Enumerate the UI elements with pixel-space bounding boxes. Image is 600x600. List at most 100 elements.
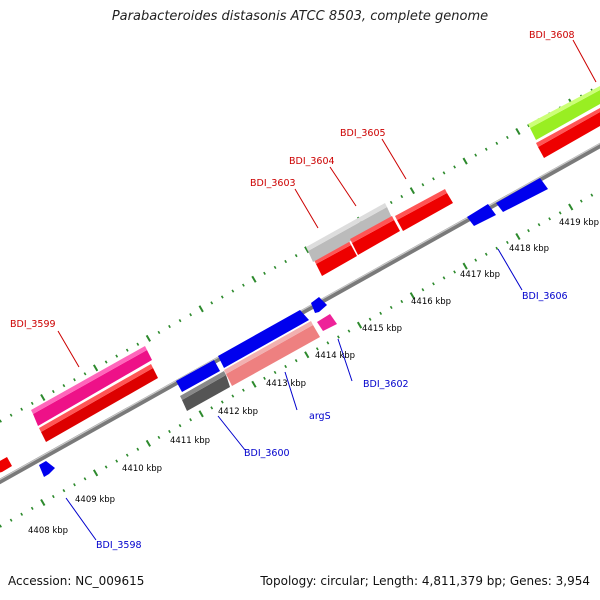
- lower-tick-track-tick: [189, 418, 193, 422]
- upper-tick-track-tick: [210, 301, 214, 305]
- lower-tick-track-tick: [51, 494, 55, 499]
- gene-arrow-blue-2[interactable]: [218, 310, 309, 368]
- lower-tick-track-tick: [421, 288, 425, 292]
- lower-tick-track-tick: [326, 341, 330, 345]
- lower-tick-track-tick: [527, 229, 530, 233]
- gene-label-bdi-3600[interactable]: BDI_3600: [244, 448, 290, 459]
- upper-tick-track-tick: [104, 360, 108, 364]
- lower-tick-track-tick: [484, 252, 488, 256]
- upper-tick-track-tick: [157, 330, 161, 335]
- upper-tick-track-tick: [263, 271, 266, 275]
- upper-tick-track-tick: [189, 313, 193, 317]
- map-title: Parabacteroides distasonis ATCC 8503, co…: [111, 9, 489, 24]
- leader-bdi-3600: [217, 415, 246, 451]
- kbp-label: 4413 kbp: [266, 379, 306, 389]
- upper-tick-track-tick: [462, 157, 468, 165]
- kbp-label: 4411 kbp: [170, 436, 210, 446]
- gene-arrow-bdi-3604-grey-top: [306, 203, 387, 251]
- gene-arrow-bdi-3603[interactable]: [316, 245, 357, 276]
- lower-tick-track-tick: [590, 193, 594, 197]
- lower-tick-track-tick: [92, 469, 99, 477]
- lower-tick-track-tick: [379, 311, 383, 315]
- leader-lines: [57, 39, 597, 541]
- gene-arrow-bdi-3608-green[interactable]: [530, 90, 600, 140]
- upper-tick-track-tick: [484, 147, 488, 151]
- gene-arrow-red-left[interactable]: [0, 457, 12, 473]
- lower-tick-track-tick: [73, 483, 76, 487]
- upper-tick-track-tick: [389, 200, 393, 205]
- upper-tick-track-tick: [73, 378, 76, 382]
- reverse-genes: [39, 178, 548, 477]
- lower-tick-track-tick: [568, 203, 574, 211]
- gene-label-bdi-3605[interactable]: BDI_3605: [340, 128, 386, 139]
- upper-tick-track-tick: [0, 419, 2, 423]
- gene-arrow-bdi-3604-top: [350, 216, 394, 243]
- upper-tick-track-tick: [30, 401, 34, 405]
- lower-tick-track-tick: [368, 317, 372, 321]
- lower-tick-track-tick: [115, 459, 119, 463]
- lower-tick-track-tick: [62, 489, 66, 493]
- lower-tick-track-tick: [315, 347, 319, 351]
- lower-tick-track-tick: [104, 465, 108, 469]
- gene-label-bdi-3603[interactable]: BDI_3603: [250, 178, 296, 189]
- gene-arrow-bdi-3606-a[interactable]: [467, 204, 496, 226]
- gene-arrow-bdi-3605[interactable]: [397, 193, 453, 231]
- forward-genes: [0, 86, 600, 473]
- gene-arrow-bdi-3604[interactable]: [352, 220, 400, 255]
- gene-label-args[interactable]: argS: [309, 411, 331, 422]
- gene-arrow-bdi-3604-grey[interactable]: [308, 207, 392, 262]
- gene-arrow-bdi-3608[interactable]: [538, 112, 600, 158]
- upper-tick-track-tick: [273, 265, 277, 270]
- lower-tick-track-tick: [548, 217, 552, 221]
- gene-label-bdi-3608[interactable]: BDI_3608: [529, 30, 575, 41]
- gene-arrow-bdi-3599[interactable]: [33, 350, 152, 426]
- gene-label-bdi-3598[interactable]: BDI_3598: [96, 540, 142, 551]
- gene-arrow-pink-small[interactable]: [317, 314, 337, 331]
- upper-tick-track-tick: [294, 254, 298, 258]
- gene-arrow-red-long[interactable]: [41, 368, 158, 442]
- upper-tick-track-tick: [453, 165, 456, 169]
- leader-bdi-3604: [329, 166, 357, 207]
- gene-arrow-argS[interactable]: [226, 325, 320, 386]
- lower-tick-track-tick: [40, 498, 46, 506]
- upper-tick-track-tick: [83, 372, 87, 376]
- upper-tick-track-tick: [421, 183, 425, 187]
- lower-tick-track-tick: [462, 262, 468, 270]
- lower-tick-track-tick: [125, 453, 129, 457]
- lower-tick-track-tick: [409, 292, 415, 300]
- gene-arrow-bdi-3606-b[interactable]: [496, 178, 548, 212]
- upper-tick-track-tick: [136, 342, 140, 346]
- upper-tick-track-tick: [220, 295, 224, 299]
- gene-label-bdi-3604[interactable]: BDI_3604: [289, 156, 335, 167]
- leader-bdi-3603: [294, 188, 319, 229]
- gene-arrow-argS-top: [224, 321, 313, 374]
- kbp-label: 4408 kbp: [28, 526, 68, 536]
- gene-label-bdi-3606[interactable]: BDI_3606: [522, 291, 568, 302]
- upper-tick-track-tick: [432, 177, 435, 181]
- kbp-label: 4410 kbp: [122, 464, 162, 474]
- upper-tick-track-tick: [9, 413, 13, 417]
- lower-tick-track-tick: [30, 506, 34, 510]
- lower-tick-track-tick: [432, 282, 435, 286]
- gene-label-bdi-3599[interactable]: BDI_3599: [10, 319, 56, 330]
- lower-tick-track-tick: [220, 400, 224, 404]
- kbp-label: 4414 kbp: [315, 351, 355, 361]
- gene-arrow-bdi-3599-top: [31, 346, 147, 414]
- lower-tick-track-tick: [231, 394, 235, 398]
- lower-tick-track-tick: [210, 406, 214, 410]
- gene-labels: BDI_3598 BDI_3599 BDI_3600 argS BDI_3602 BDI_…: [10, 30, 575, 551]
- lower-tick-track-tick: [453, 270, 456, 274]
- lower-tick-track-tick: [442, 276, 446, 280]
- gene-arrow-bdi-3600[interactable]: [182, 375, 230, 411]
- gene-arrow-bdi-3598[interactable]: [39, 461, 55, 477]
- upper-tick-track-tick: [251, 275, 257, 283]
- upper-tick-track-tick: [115, 354, 119, 358]
- tick-tracks: [0, 88, 594, 528]
- gene-arrow-bdi-3602[interactable]: [311, 297, 327, 313]
- upper-tick-track-tick: [409, 187, 415, 195]
- lower-tick-track-tick: [251, 380, 257, 388]
- gene-arrow-blue-1[interactable]: [176, 360, 220, 392]
- gene-label-bdi-3602[interactable]: BDI_3602: [363, 379, 409, 390]
- lower-tick-track-tick: [0, 524, 2, 528]
